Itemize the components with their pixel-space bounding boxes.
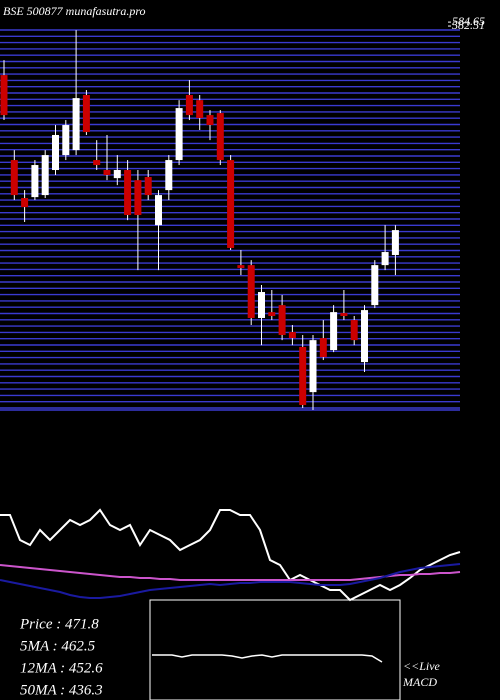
candle-body	[165, 160, 173, 191]
candle-body	[21, 198, 29, 208]
candle-body	[93, 160, 101, 166]
candle-body	[144, 177, 152, 196]
candle-body	[72, 98, 80, 151]
y-tick-label: 582.51	[452, 18, 485, 32]
candle-body	[299, 346, 307, 406]
macd-line	[152, 654, 383, 663]
candle-body	[340, 313, 348, 316]
candle-body	[371, 265, 379, 306]
candle-body	[185, 94, 193, 116]
candle-body	[309, 340, 317, 393]
candle-body	[134, 180, 142, 215]
y-tick-label: 584.65	[452, 14, 485, 28]
candle-body	[0, 75, 8, 116]
candle-body	[216, 113, 224, 161]
candle-body	[196, 100, 204, 119]
candle-body	[155, 195, 162, 226]
candle-body	[391, 230, 399, 255]
price-grid	[0, 29, 460, 411]
candle-body	[41, 155, 49, 196]
candle-body	[350, 320, 358, 341]
candle-body	[206, 115, 214, 126]
candle-body	[278, 305, 286, 335]
candle-body	[10, 160, 18, 196]
candle-body	[175, 108, 183, 161]
stat-text: 12MA : 452.6	[20, 660, 103, 676]
candle-body	[247, 265, 255, 319]
candle-body	[227, 160, 235, 248]
candle-body	[62, 125, 70, 156]
stat-text: 5MA : 462.5	[20, 638, 96, 654]
stat-text: 50MA : 436.3	[20, 682, 103, 698]
candle-body	[319, 338, 327, 358]
indicator-line	[0, 563, 461, 599]
candle-body	[258, 292, 265, 319]
chart-title: BSE 500877 munafasutra.pro	[3, 4, 146, 18]
candle-body	[330, 312, 338, 351]
candle-body	[237, 265, 245, 269]
indicator-line	[0, 508, 461, 602]
macd-label: MACD	[402, 675, 437, 689]
macd-label: <<Live	[403, 659, 441, 673]
candle-body	[82, 94, 90, 133]
candle-body	[52, 134, 59, 171]
candle-body	[103, 170, 111, 175]
candle-body	[268, 312, 276, 316]
candle-body	[113, 170, 121, 179]
stat-text: Price : 471.8	[19, 616, 99, 632]
candle-body	[361, 310, 368, 363]
macd-panel	[149, 599, 401, 700]
candle-body	[288, 332, 296, 339]
candle-body	[124, 170, 132, 215]
candle-body	[381, 252, 389, 266]
candle-body	[31, 165, 39, 198]
